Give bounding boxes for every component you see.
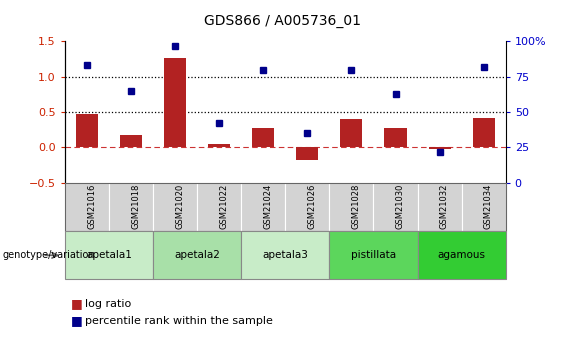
Text: GSM21026: GSM21026 (307, 184, 316, 229)
Text: GSM21030: GSM21030 (396, 184, 405, 229)
Bar (120, 135, 142, 148)
Bar (472, 118, 495, 148)
Bar (340, 119, 363, 148)
Bar (428, 148, 451, 149)
Text: agamous: agamous (438, 250, 485, 260)
Text: GSM21034: GSM21034 (484, 184, 493, 229)
Bar (208, 144, 231, 148)
Text: percentile rank within the sample: percentile rank within the sample (85, 316, 273, 326)
Text: genotype/variation: genotype/variation (3, 250, 95, 260)
Text: ■: ■ (71, 314, 82, 327)
Text: ■: ■ (71, 297, 82, 310)
Text: GSM21016: GSM21016 (87, 184, 96, 229)
Text: apetala2: apetala2 (174, 250, 220, 260)
Bar (384, 128, 407, 148)
Text: GSM21018: GSM21018 (131, 184, 140, 229)
Text: GSM21028: GSM21028 (351, 184, 360, 229)
Text: GSM21032: GSM21032 (440, 184, 449, 229)
Text: GDS866 / A005736_01: GDS866 / A005736_01 (204, 14, 361, 28)
Text: pistillata: pistillata (351, 250, 396, 260)
Bar (76, 114, 98, 148)
Text: GSM21020: GSM21020 (175, 184, 184, 229)
Text: GSM21022: GSM21022 (219, 184, 228, 229)
Bar (252, 128, 275, 148)
Text: log ratio: log ratio (85, 299, 131, 308)
Text: GSM21024: GSM21024 (263, 184, 272, 229)
Text: apetala3: apetala3 (262, 250, 308, 260)
Text: apetala1: apetala1 (86, 250, 132, 260)
Bar (164, 58, 186, 148)
Bar (297, 148, 319, 159)
